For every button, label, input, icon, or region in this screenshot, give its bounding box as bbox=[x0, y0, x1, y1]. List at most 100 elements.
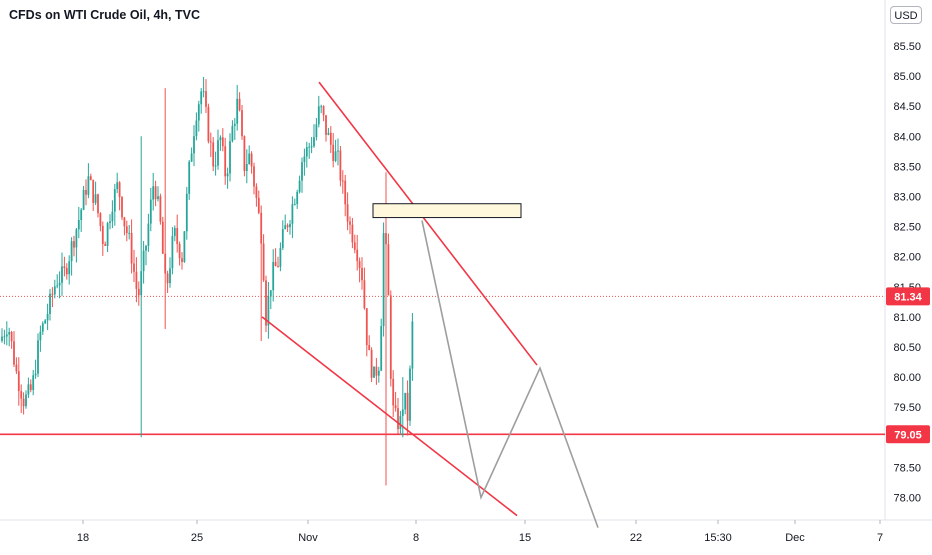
candle-body bbox=[154, 186, 157, 200]
candle-body bbox=[85, 189, 87, 195]
candle-body bbox=[164, 253, 167, 274]
candle-body bbox=[80, 209, 83, 220]
candle-body bbox=[284, 225, 287, 230]
candle-body bbox=[255, 186, 258, 198]
x-tick-label: 15 bbox=[519, 532, 531, 544]
x-tick-label: 15:30 bbox=[704, 532, 732, 544]
candle-body bbox=[15, 364, 18, 372]
x-tick-label: Dec bbox=[785, 532, 805, 544]
candle-body bbox=[370, 350, 373, 378]
candle-body bbox=[293, 203, 296, 205]
candle-body bbox=[301, 162, 303, 181]
candle-body bbox=[101, 225, 104, 245]
candle-body bbox=[229, 141, 231, 174]
candle-body bbox=[137, 288, 140, 296]
candle-body bbox=[399, 415, 402, 430]
y-tick-label: 80.00 bbox=[893, 372, 921, 384]
candle-body bbox=[157, 196, 159, 200]
y-tick-label: 82.00 bbox=[893, 252, 921, 264]
candle-body bbox=[317, 106, 320, 125]
candle-body bbox=[217, 140, 219, 166]
x-tick-label: 22 bbox=[630, 532, 642, 544]
candle-body bbox=[65, 268, 68, 275]
candle-body bbox=[46, 313, 49, 321]
y-tick-label: 84.50 bbox=[893, 101, 921, 113]
support-level-label: 79.05 bbox=[894, 429, 922, 441]
y-tick-label: 82.50 bbox=[893, 222, 921, 234]
candle-body bbox=[161, 221, 164, 254]
candle-body bbox=[25, 394, 27, 407]
candle-body bbox=[29, 384, 32, 390]
candle-body bbox=[401, 409, 404, 416]
candle-body bbox=[183, 231, 186, 262]
candle-body bbox=[123, 217, 126, 227]
candle-body bbox=[380, 326, 383, 371]
y-tick-label: 85.50 bbox=[893, 41, 921, 53]
candle-body bbox=[41, 323, 44, 332]
candle-body bbox=[212, 142, 215, 167]
candle-body bbox=[241, 110, 243, 137]
candle-body bbox=[171, 236, 174, 269]
candle-body bbox=[58, 282, 61, 286]
candle-body bbox=[310, 146, 313, 148]
candle-body bbox=[406, 392, 409, 421]
candle-body bbox=[39, 331, 42, 341]
candle-body bbox=[341, 180, 344, 182]
candle-body bbox=[106, 223, 109, 246]
projected-price-path bbox=[421, 220, 599, 528]
x-tick-label: 25 bbox=[191, 532, 203, 544]
candle-body bbox=[147, 223, 150, 246]
candle-body bbox=[3, 336, 6, 338]
candle-body bbox=[128, 232, 131, 234]
candle-body bbox=[202, 91, 205, 93]
candle-body bbox=[75, 229, 78, 248]
candle-body bbox=[269, 290, 272, 297]
candle-body bbox=[327, 132, 330, 135]
candle-body bbox=[392, 378, 395, 406]
candle-body bbox=[125, 226, 128, 234]
candle-body bbox=[13, 341, 15, 365]
candle-body bbox=[99, 213, 102, 226]
y-tick-label: 78.50 bbox=[893, 462, 921, 474]
candle-body bbox=[411, 321, 414, 369]
candle-body bbox=[277, 266, 279, 268]
candle-body bbox=[315, 124, 318, 138]
candle-body bbox=[265, 280, 267, 326]
candle-body bbox=[197, 104, 200, 121]
candle-body bbox=[178, 243, 181, 259]
candle-body bbox=[243, 136, 246, 171]
candle-body bbox=[181, 258, 183, 262]
candle-body bbox=[346, 204, 349, 222]
candle-body bbox=[104, 244, 107, 246]
candle-body bbox=[51, 293, 54, 295]
candle-body bbox=[238, 98, 241, 111]
currency-button[interactable]: USD bbox=[890, 6, 922, 24]
candle-body bbox=[56, 285, 59, 287]
candle-body bbox=[298, 180, 301, 192]
candle-body bbox=[219, 137, 222, 141]
candle-body bbox=[63, 266, 66, 269]
candle-body bbox=[152, 186, 155, 200]
candle-body bbox=[387, 244, 390, 296]
candle-body bbox=[61, 266, 63, 283]
candle-body bbox=[193, 136, 195, 154]
candle-body bbox=[87, 176, 90, 195]
candle-body bbox=[185, 193, 188, 232]
y-tick-label: 79.50 bbox=[893, 402, 921, 414]
candle-body bbox=[267, 296, 270, 326]
candle-body bbox=[37, 340, 39, 374]
candle-body bbox=[337, 150, 339, 152]
candle-body bbox=[89, 176, 92, 180]
last-price-label-bg bbox=[886, 287, 930, 306]
candle-body bbox=[375, 366, 378, 376]
candle-body bbox=[373, 366, 375, 378]
candle-body bbox=[118, 182, 121, 198]
candle-body bbox=[92, 179, 95, 203]
candle-body bbox=[320, 106, 323, 108]
candle-body bbox=[166, 273, 169, 284]
candle-body bbox=[214, 165, 217, 167]
candle-body bbox=[296, 191, 299, 204]
candle-body bbox=[135, 271, 138, 289]
candle-body bbox=[8, 332, 11, 335]
